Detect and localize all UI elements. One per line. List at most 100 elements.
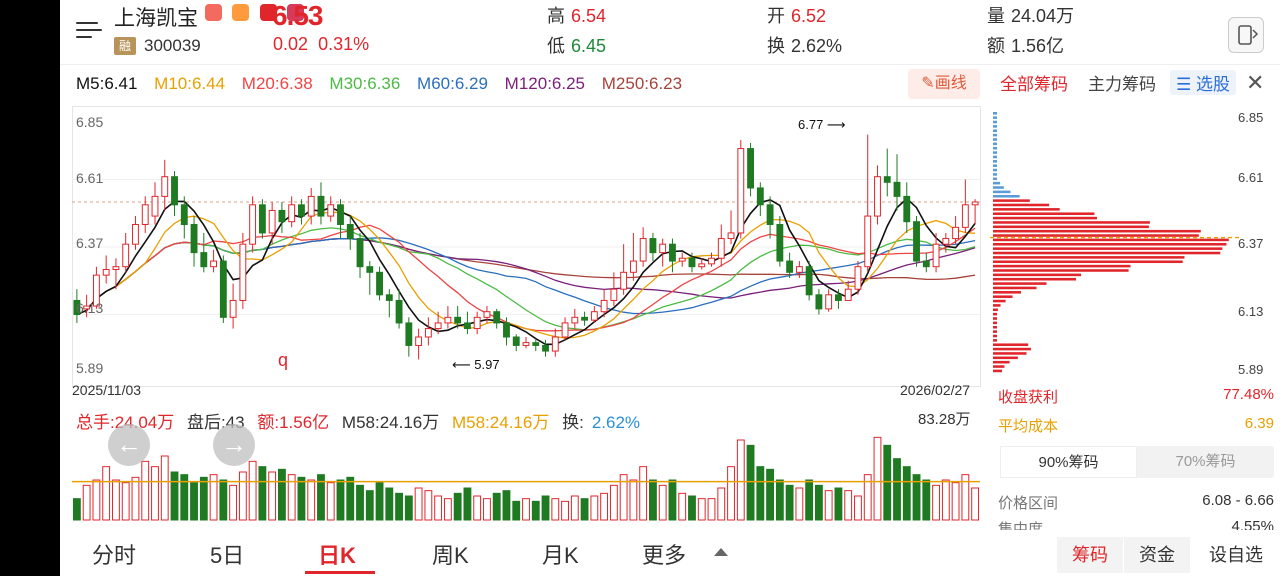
tab-fenshi[interactable]: 分时 [92, 543, 137, 568]
tab-5day[interactable]: 5日 [210, 543, 245, 568]
tab-all-chips[interactable]: 全部筹码 [1000, 75, 1068, 94]
vol-turn: 换: 2.62% [562, 413, 641, 432]
kline-chart[interactable] [72, 106, 982, 402]
tab-weekly-k[interactable]: 周K [432, 543, 469, 568]
volume-bar [961, 474, 970, 521]
y-label-5: 5.89 [76, 360, 104, 376]
candle [874, 176, 881, 217]
concentration-row: 集中度 4.55% [998, 518, 1274, 530]
funds-button[interactable]: 资金 [1124, 537, 1190, 573]
candle [590, 311, 598, 321]
candle [141, 204, 149, 225]
candle [571, 316, 579, 324]
end-date: 2026/02/27 [900, 382, 971, 398]
volume-chart[interactable] [72, 430, 982, 522]
candle [493, 311, 501, 324]
profit-row: 收盘获利 77.48% [998, 386, 1274, 406]
volume-bar [795, 487, 804, 521]
tab-90pct[interactable]: 90%筹码 [1000, 446, 1137, 478]
stat-low: 低 6.45 [547, 36, 607, 56]
tab-daily-k[interactable]: 日K [318, 543, 356, 568]
stat-open: 开 6.52 [767, 6, 827, 26]
volume-bar [727, 466, 735, 521]
chip-bar [993, 317, 997, 320]
chip-bar [993, 120, 997, 124]
candle [239, 243, 247, 301]
chip-bar [993, 356, 1018, 360]
candle [512, 336, 520, 346]
volume-bar [717, 487, 726, 521]
volume-bar [873, 436, 882, 521]
volume-bar [854, 495, 862, 521]
stat-amount: 额 1.56亿 [987, 36, 1065, 56]
ma60-label: M60:6.29 [417, 74, 488, 93]
candle [249, 204, 257, 245]
candle [678, 257, 686, 262]
chips-button[interactable]: 筹码 [1057, 537, 1123, 573]
volume-bar [483, 498, 491, 521]
stock-picker-button[interactable]: ☰ 选股 [1170, 70, 1236, 95]
candle [434, 322, 442, 330]
tab-main-chips[interactable]: 主力筹码 [1088, 75, 1156, 94]
chip-bar [993, 173, 997, 176]
y-label-4: 6.13 [76, 300, 104, 316]
volume-bar [746, 444, 755, 521]
candle [727, 232, 735, 240]
volume-bar [590, 495, 599, 521]
draw-line-button[interactable]: ✎画线 [908, 69, 980, 99]
candle [200, 252, 208, 268]
volume-bar [151, 466, 159, 521]
candle [424, 328, 432, 338]
candle [473, 316, 481, 330]
tab-70pct[interactable]: 70%筹码 [1175, 453, 1236, 470]
candle [161, 176, 169, 197]
chip-label-5: 5.89 [1238, 362, 1264, 377]
candle [581, 316, 589, 321]
candle [278, 209, 286, 223]
volume-bar [365, 490, 374, 521]
chip-distribution-chart [990, 112, 1240, 373]
next-arrow-icon[interactable]: → [213, 424, 255, 466]
volume-bar [346, 476, 355, 521]
candle [73, 299, 81, 315]
volume-bar [102, 466, 111, 521]
close-icon[interactable]: ✕ [1246, 70, 1265, 95]
candle [483, 311, 491, 318]
volume-bar [697, 498, 706, 521]
prev-arrow-icon[interactable]: ← [108, 424, 150, 466]
volume-bar [92, 479, 101, 521]
volume-bar [541, 495, 550, 521]
chip-bar [993, 142, 997, 146]
caret-up-icon[interactable] [714, 548, 728, 556]
candle [288, 204, 296, 223]
candle [961, 204, 969, 228]
candle [219, 260, 227, 318]
add-watchlist-button[interactable]: 设自选 [1209, 545, 1263, 565]
candle [454, 316, 462, 324]
candle [92, 274, 100, 307]
m10-line [76, 211, 976, 339]
m30-line [76, 227, 976, 331]
tab-monthly-k[interactable]: 月K [542, 543, 579, 568]
tab-more[interactable]: 更多 [642, 543, 687, 568]
volume-bar [170, 471, 179, 521]
chip-tabs: 全部筹码 主力筹码 ☰ 选股 [994, 64, 1280, 100]
candle [786, 260, 794, 273]
chip-bar [993, 203, 1050, 207]
chip-bar [993, 295, 1013, 298]
candle [971, 201, 979, 206]
candle [805, 266, 813, 296]
landscape-toggle-icon[interactable] [1228, 17, 1264, 53]
candle [776, 224, 784, 262]
candle [307, 195, 315, 217]
ma30-label: M30:6.36 [329, 74, 401, 93]
volume-bar [678, 492, 687, 521]
avg-cost-row: 平均成本 6.39 [998, 415, 1274, 435]
chip-bar [993, 264, 1131, 268]
candle [795, 266, 803, 273]
chip-bar [993, 365, 1005, 368]
chip-bar [993, 339, 997, 342]
candle [171, 176, 178, 206]
chip-bar [993, 243, 1227, 246]
menu-icon[interactable] [76, 22, 102, 38]
